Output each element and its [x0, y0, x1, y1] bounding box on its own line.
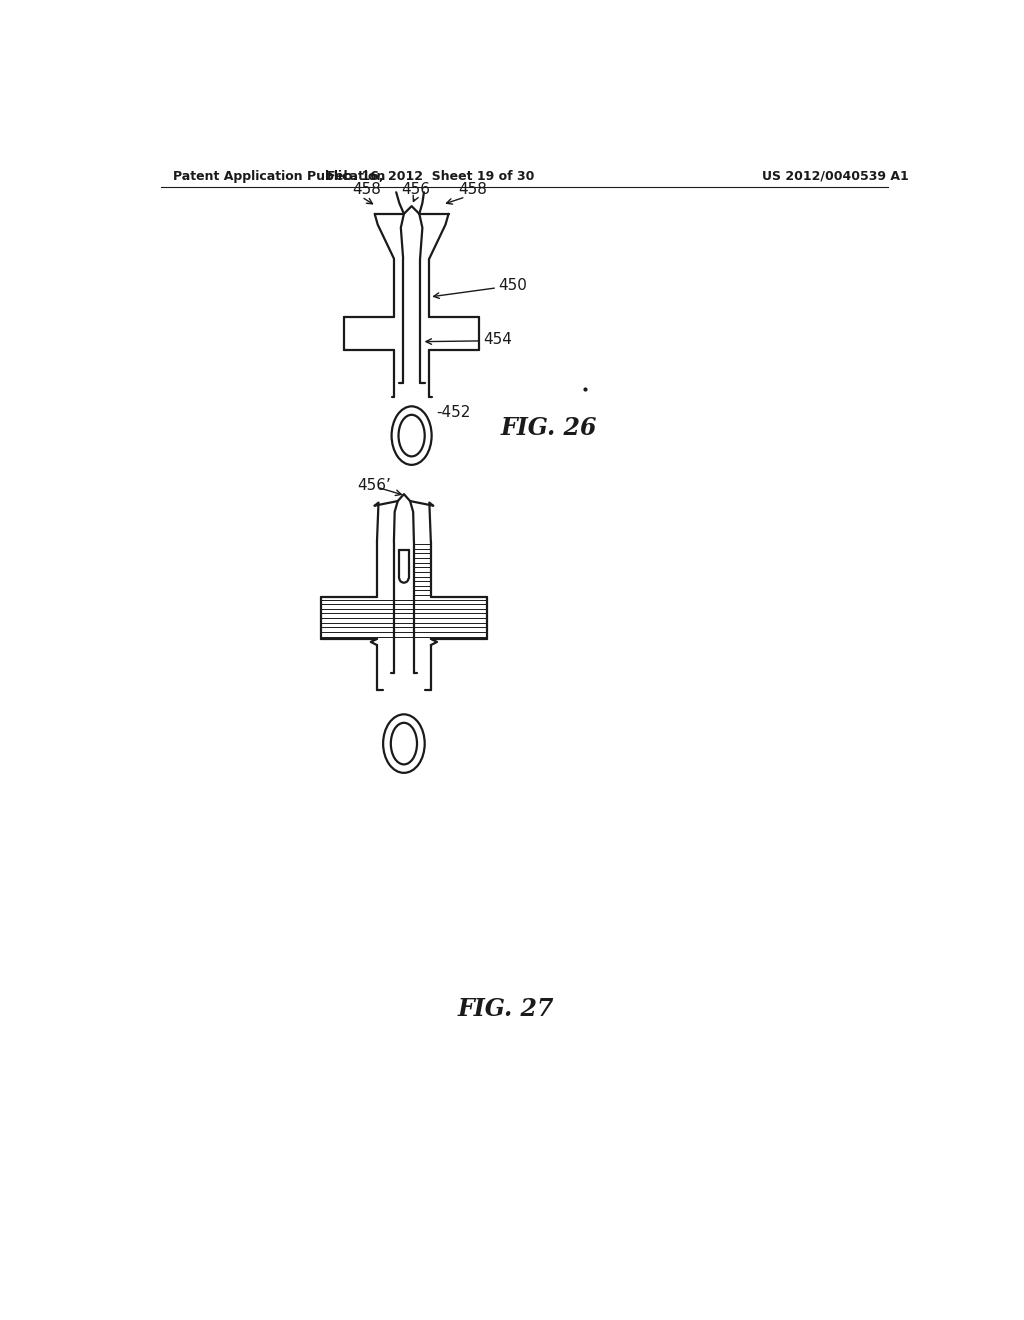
Ellipse shape — [383, 714, 425, 774]
Text: 458: 458 — [458, 182, 486, 197]
Text: -452: -452 — [436, 405, 471, 420]
Ellipse shape — [391, 723, 417, 764]
Text: FIG. 27: FIG. 27 — [458, 997, 554, 1022]
Text: US 2012/0040539 A1: US 2012/0040539 A1 — [762, 169, 908, 182]
Text: 454: 454 — [483, 331, 512, 347]
Ellipse shape — [391, 407, 432, 465]
Ellipse shape — [398, 414, 425, 457]
Text: 458: 458 — [352, 182, 381, 197]
Text: FIG. 26: FIG. 26 — [500, 416, 597, 440]
Text: 450: 450 — [499, 279, 527, 293]
Text: 456’: 456’ — [357, 478, 391, 494]
Text: Patent Application Publication: Patent Application Publication — [173, 169, 385, 182]
Text: 456: 456 — [401, 182, 430, 197]
Text: Feb. 16, 2012  Sheet 19 of 30: Feb. 16, 2012 Sheet 19 of 30 — [328, 169, 535, 182]
